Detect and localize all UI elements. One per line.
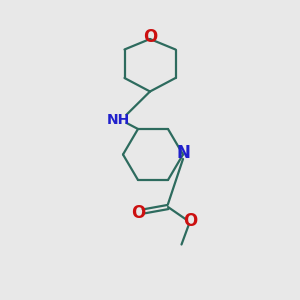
- Text: NH: NH: [107, 113, 130, 127]
- Text: O: O: [143, 28, 157, 46]
- Text: O: O: [131, 204, 145, 222]
- Text: N: N: [177, 144, 190, 162]
- Text: O: O: [183, 212, 198, 230]
